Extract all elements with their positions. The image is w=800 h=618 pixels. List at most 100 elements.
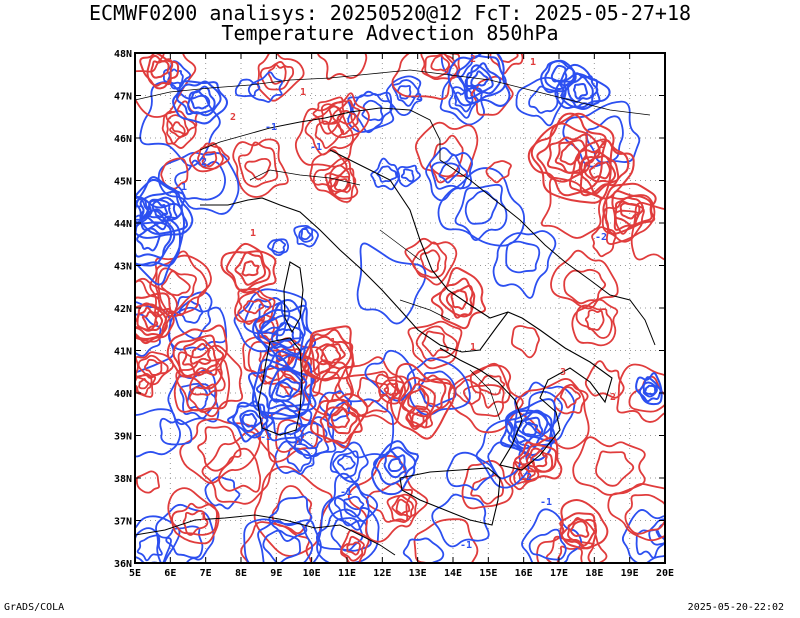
- cold-contour: [265, 398, 313, 442]
- cold-contour: [470, 70, 489, 88]
- cold-contour: [521, 508, 583, 563]
- cold-contour-label: -1: [540, 497, 552, 508]
- warm-contour: [197, 142, 224, 170]
- lon-label: 15E: [479, 568, 497, 579]
- cold-contour: [418, 370, 457, 408]
- warm-contour: [201, 150, 218, 168]
- cold-contour-label: -1: [340, 487, 352, 498]
- cold-contour: [447, 53, 511, 107]
- lon-label: 10E: [303, 568, 321, 579]
- cold-contour: [512, 409, 549, 448]
- cold-contour: [268, 367, 305, 413]
- warm-contour: [237, 141, 279, 188]
- lat-label: 46N: [114, 134, 132, 145]
- cold-contour: [271, 239, 287, 254]
- cold-contour: [135, 208, 182, 267]
- cold-contour: [648, 518, 665, 546]
- warm-contour: [616, 363, 665, 423]
- warm-contour: [595, 450, 635, 487]
- cold-contour: [370, 157, 401, 191]
- warm-contour-label: 3: [600, 140, 606, 151]
- cold-contour: [540, 59, 577, 94]
- cold-contour: [573, 82, 588, 100]
- warm-contour: [602, 182, 657, 235]
- lon-label: 6E: [164, 568, 176, 579]
- cold-contour: [439, 73, 485, 126]
- warm-contour: [259, 61, 295, 91]
- italy-coastline: [200, 197, 613, 471]
- warm-contour: [171, 502, 218, 536]
- cold-contour: [558, 72, 601, 110]
- warm-contour: [391, 53, 459, 100]
- warm-contour: [324, 164, 351, 196]
- cold-contour-label: -2: [410, 92, 422, 103]
- warm-contour: [414, 121, 479, 184]
- warm-contour: [241, 260, 260, 277]
- cold-contour: [655, 522, 665, 539]
- cold-contour: [383, 450, 407, 479]
- warm-contour-label: 1: [470, 342, 476, 353]
- alpine-borders: [199, 107, 441, 160]
- warm-contour: [220, 250, 277, 294]
- warm-contour: [334, 356, 407, 426]
- cold-contour: [300, 228, 312, 241]
- warm-contour: [489, 53, 524, 75]
- warm-contour: [172, 334, 225, 378]
- cold-contour: [243, 518, 322, 563]
- cold-contour: [371, 440, 419, 496]
- warm-contour: [397, 376, 447, 428]
- warm-contour: [571, 298, 619, 347]
- lon-label: 12E: [373, 568, 391, 579]
- warm-contour: [624, 493, 665, 535]
- cold-contour: [440, 53, 474, 79]
- cold-contour-label: -3: [260, 432, 272, 443]
- cold-contour: [232, 400, 269, 439]
- warm-contour: [550, 249, 619, 310]
- warm-contour: [510, 325, 540, 359]
- cold-contour: [430, 154, 468, 190]
- cold-contour: [347, 90, 395, 133]
- cold-contour: [275, 328, 295, 342]
- cold-contour: [293, 224, 319, 248]
- lat-label: 41N: [114, 347, 132, 358]
- warm-contour: [461, 460, 514, 510]
- cold-contour-label: -1: [175, 182, 187, 193]
- warm-contour: [197, 425, 242, 472]
- cold-contour: [396, 164, 421, 188]
- warm-contour-label: 1: [200, 512, 206, 523]
- warm-contour: [315, 343, 346, 367]
- warm-contour: [536, 122, 601, 183]
- cold-contour: [159, 417, 193, 446]
- warm-contour: [340, 535, 365, 562]
- lon-label: 20E: [656, 568, 674, 579]
- warm-contour: [169, 121, 186, 138]
- lon-label: 7E: [200, 568, 212, 579]
- warm-contour: [309, 149, 348, 188]
- cold-contour: [271, 322, 302, 349]
- warm-contour: [320, 344, 342, 365]
- cold-contour: [528, 85, 559, 114]
- lon-label: 11E: [338, 568, 356, 579]
- warm-contour: [584, 360, 625, 399]
- warm-contour: [135, 292, 175, 345]
- warm-contour-label: 3: [560, 367, 566, 378]
- cold-contour: [544, 60, 575, 91]
- cold-contour: [337, 454, 356, 471]
- warm-contour: [611, 190, 653, 231]
- cold-contour: [385, 75, 423, 116]
- warm-contour-label: 1: [530, 57, 536, 68]
- warm-contour: [530, 112, 615, 204]
- cold-contour: [136, 227, 161, 252]
- warm-contour: [175, 357, 231, 412]
- lat-label: 37N: [114, 517, 132, 528]
- warm-contour: [454, 378, 482, 405]
- cold-contour: [257, 299, 314, 362]
- warm-contour: [157, 267, 197, 315]
- warm-contour: [244, 157, 272, 181]
- longitude-labels: 5E 6E 7E 8E 9E 10E 11E 12E 13E 14E 15E 16E 17E 18E 19E…: [129, 568, 674, 579]
- lon-label: 16E: [515, 568, 533, 579]
- cold-contour: [135, 178, 188, 235]
- warm-contour: [430, 267, 486, 330]
- warm-contour: [242, 299, 265, 315]
